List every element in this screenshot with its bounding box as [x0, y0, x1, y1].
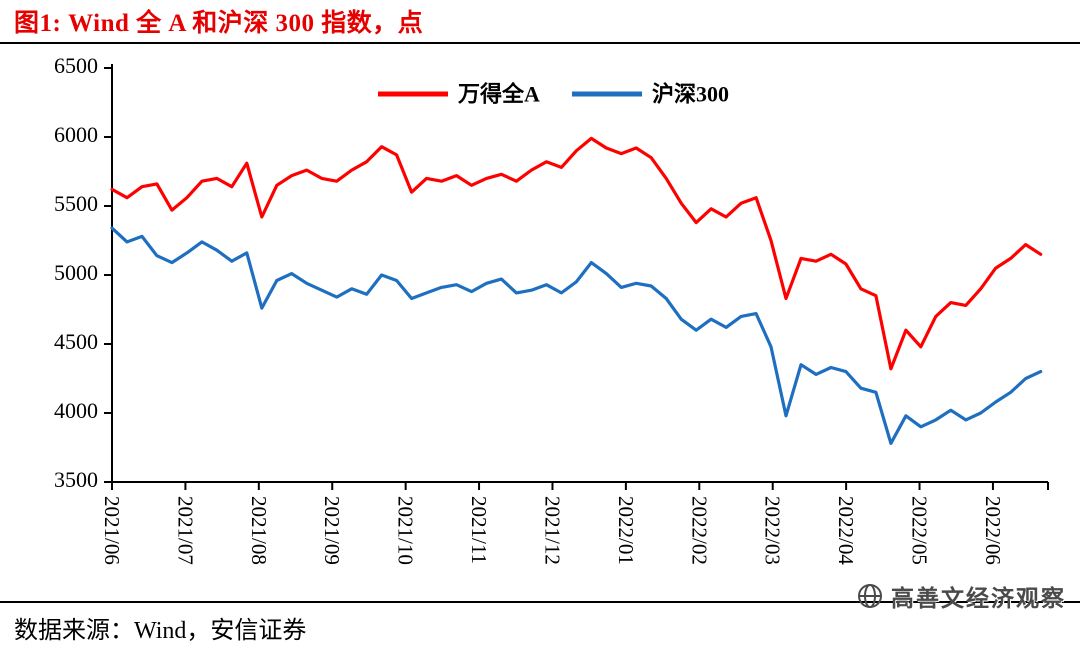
- figure-title-row: 图1: Wind 全 A 和沪深 300 指数，点: [0, 0, 1080, 44]
- series-line-沪深300: [110, 226, 1043, 445]
- x-tick-label: 2021/06: [100, 496, 124, 565]
- x-tick-label: 2022/03: [761, 496, 785, 565]
- y-tick-label: 4500: [54, 329, 98, 354]
- data-source-text: 数据来源：Wind，安信证券: [14, 618, 307, 644]
- y-tick-label: 4000: [54, 398, 98, 423]
- x-tick-label: 2022/04: [834, 496, 858, 565]
- x-tick-label: 2022/02: [687, 496, 711, 565]
- page-title: 图1: Wind 全 A 和沪深 300 指数，点: [14, 10, 424, 37]
- line-chart: 3500 4000 4500 5000 5500 6000 6500 2021/06 2021/…: [54, 53, 1049, 565]
- series-line-万得全A: [110, 136, 1043, 371]
- x-tick-label: 2022/06: [981, 496, 1005, 565]
- watermark: 高善文经济观察: [856, 580, 1066, 612]
- x-tick-label: 2021/11: [467, 496, 491, 564]
- y-tick-label: 5000: [54, 260, 98, 285]
- y-tick-label: 6500: [54, 53, 98, 78]
- x-tick-label: 2021/12: [540, 496, 564, 565]
- x-tick-label: 2021/08: [247, 496, 271, 565]
- x-tick-label: 2021/10: [394, 496, 418, 565]
- x-tick-label: 2021/07: [173, 496, 197, 565]
- legend-label-万得全A: 万得全A: [457, 82, 540, 107]
- y-tick-label: 3500: [54, 467, 98, 492]
- globe-icon: [856, 582, 884, 610]
- x-tick-label: 2021/09: [320, 496, 344, 565]
- legend-label-沪深300: 沪深300: [652, 82, 729, 107]
- watermark-text: 高善文经济观察: [891, 586, 1066, 611]
- x-tick-label: 2022/05: [908, 496, 932, 565]
- x-tick-label: 2022/01: [614, 496, 638, 565]
- y-tick-label: 6000: [54, 122, 98, 147]
- y-tick-label: 5500: [54, 191, 98, 216]
- footer-divider: [0, 601, 1080, 603]
